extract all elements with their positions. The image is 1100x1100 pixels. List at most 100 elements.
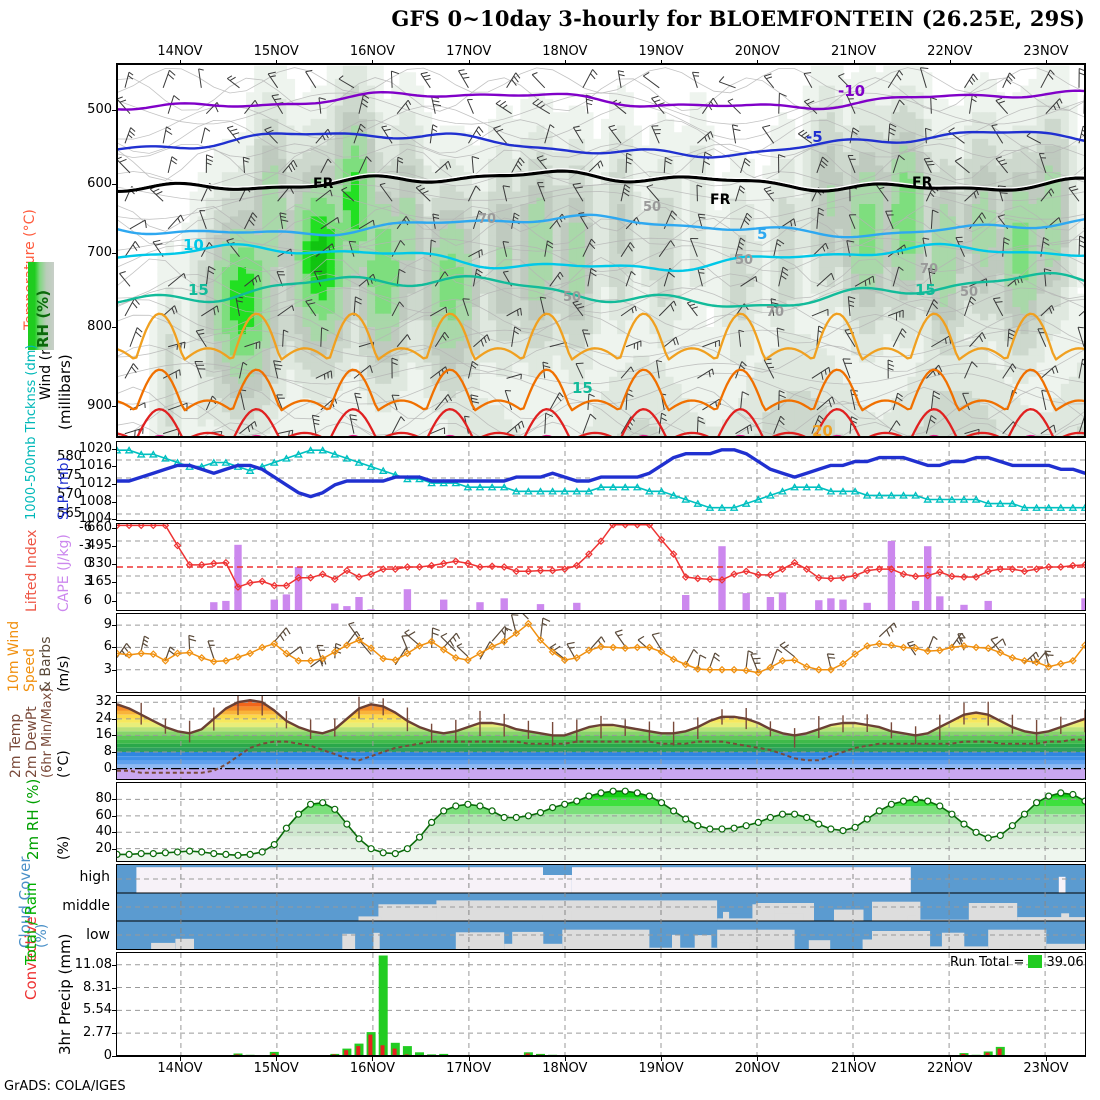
- wind10m-barbs-label: & Barbs: [38, 636, 54, 693]
- date-label-top-14nov: 14NOV: [157, 44, 203, 59]
- date-tick: [853, 60, 855, 64]
- date-label-bottom-15nov: 15NOV: [253, 1061, 299, 1076]
- date-label-top-18nov: 18NOV: [542, 44, 588, 59]
- axis-tick-mark: [112, 546, 117, 547]
- axis-tick-mark: [112, 799, 117, 801]
- date-tick: [661, 1057, 663, 1061]
- axis-tick: 700: [87, 245, 112, 260]
- thickness-axis-tick: 565: [57, 506, 82, 521]
- date-label-top-23nov: 23NOV: [1023, 44, 1069, 59]
- cloud-row-label-high: high: [79, 869, 110, 886]
- axis-tick-mark: [112, 669, 117, 671]
- date-label-top-22nov: 22NOV: [927, 44, 973, 59]
- date-label-bottom-22nov: 22NOV: [927, 1061, 973, 1076]
- temperature-contour-label: 5: [757, 225, 768, 243]
- date-tick: [949, 1057, 951, 1061]
- axis-tick: 9: [103, 617, 112, 633]
- cloud-row-label-middle: middle: [62, 898, 110, 914]
- rh-contour-label: 50: [643, 200, 662, 215]
- rh2m-units-label: (%): [56, 835, 72, 860]
- axis-tick: 1004: [78, 511, 112, 526]
- rh-contour-label: 50: [960, 285, 979, 300]
- wind10m-panel[interactable]: [116, 613, 1086, 693]
- temperature-contour-label: 10: [183, 236, 204, 254]
- wind10m-speed-label: Speed: [22, 648, 38, 692]
- date-tick: [757, 1057, 759, 1061]
- temperature-contour-label: -10: [838, 82, 866, 100]
- rh-contour-label: 70: [920, 262, 939, 277]
- upper-air-panel[interactable]: [116, 63, 1086, 438]
- wind10m-title-label: 10m Wind: [6, 620, 22, 692]
- slp-thickness-panel[interactable]: [116, 441, 1086, 521]
- axis-tick: 0: [103, 593, 112, 608]
- precip-axis-label: 3hr Precip (mm): [56, 933, 74, 1055]
- freezing-level-label: FR: [710, 192, 731, 208]
- rh-contour-label: 70: [478, 212, 497, 227]
- temp2m-label: 2m Temp: [8, 713, 24, 778]
- axis-tick-mark: [112, 752, 117, 754]
- axis-tick-mark: [112, 832, 117, 834]
- date-label-top-15nov: 15NOV: [253, 44, 299, 59]
- date-label-top-16nov: 16NOV: [349, 44, 396, 59]
- date-label-top-21nov: 21NOV: [830, 44, 877, 59]
- lifted-index-axis-tick: -3: [79, 538, 92, 553]
- axis-tick: 1012: [78, 476, 112, 491]
- axis-tick: 0: [103, 1048, 112, 1063]
- freezing-level-label: FR: [912, 175, 933, 191]
- axis-tick: 2.77: [83, 1025, 112, 1041]
- date-tick: [468, 60, 470, 64]
- cloud-row-label-low: low: [86, 926, 110, 943]
- axis-tick: 24: [95, 710, 112, 726]
- thickness-axis-tick: 575: [57, 468, 82, 483]
- axis-tick: 1020: [78, 441, 112, 456]
- axis-tick: 0: [103, 760, 112, 776]
- temp2m-panel[interactable]: [116, 695, 1086, 780]
- date-label-bottom-19nov: 19NOV: [638, 1061, 684, 1076]
- axis-tick: 600: [87, 176, 112, 191]
- axis-tick: 32: [95, 694, 112, 710]
- axis-tick-mark: [112, 601, 117, 602]
- axis-tick: 500: [87, 102, 112, 117]
- lifted-index-axis-label: Lifted Index: [24, 529, 40, 612]
- axis-tick: 8: [103, 744, 112, 760]
- axis-tick: 40: [95, 824, 112, 840]
- cloud-cover-panel[interactable]: [116, 864, 1086, 950]
- rh-legend-label: RH (%): [34, 289, 52, 348]
- date-label-bottom-21nov: 21NOV: [830, 1061, 877, 1076]
- axis-tick-mark: [112, 484, 117, 485]
- date-tick: [1046, 60, 1047, 64]
- dewpoint2m-label: 2m DewPt: [24, 706, 40, 778]
- axis-tick: 60: [95, 807, 112, 823]
- rh2m-panel[interactable]: [116, 782, 1086, 862]
- axis-tick: 1008: [78, 494, 112, 509]
- axis-tick-mark: [112, 184, 117, 185]
- thickness-axis-tick: 580: [57, 449, 82, 464]
- date-tick: [180, 1057, 181, 1061]
- axis-tick-mark: [112, 406, 117, 407]
- rh-gradient-swatch: [28, 262, 54, 350]
- axis-tick-mark: [112, 702, 117, 704]
- date-tick: [1046, 1057, 1047, 1061]
- axis-tick: 1016: [78, 458, 112, 473]
- li-cape-panel[interactable]: [116, 523, 1086, 611]
- axis-tick-mark: [112, 528, 117, 529]
- axis-tick-mark: [112, 647, 117, 649]
- date-label-bottom-16nov: 16NOV: [349, 1061, 396, 1076]
- precip-panel[interactable]: [116, 952, 1086, 1057]
- axis-tick-mark: [112, 625, 117, 627]
- lifted-index-axis-tick: 0: [83, 556, 92, 571]
- axis-tick: 8.31: [83, 979, 112, 995]
- cape-axis-label: CAPE (J/kg): [56, 534, 72, 612]
- date-label-bottom-18nov: 18NOV: [542, 1061, 588, 1076]
- thickness-axis-label: 1000-500mb Thcknss (dm): [24, 344, 39, 520]
- axis-tick: 165: [87, 574, 112, 589]
- date-tick: [564, 60, 566, 64]
- axis-tick: 495: [87, 538, 112, 553]
- lifted-index-axis-tick: 6: [83, 593, 92, 608]
- temp2m-units-label: (°C): [56, 750, 72, 778]
- axis-tick-mark: [112, 502, 117, 503]
- date-tick: [468, 1057, 470, 1061]
- date-tick: [564, 1057, 566, 1061]
- date-label-top-17nov: 17NOV: [446, 44, 492, 59]
- pressure-axis-label: (millibars): [56, 354, 74, 430]
